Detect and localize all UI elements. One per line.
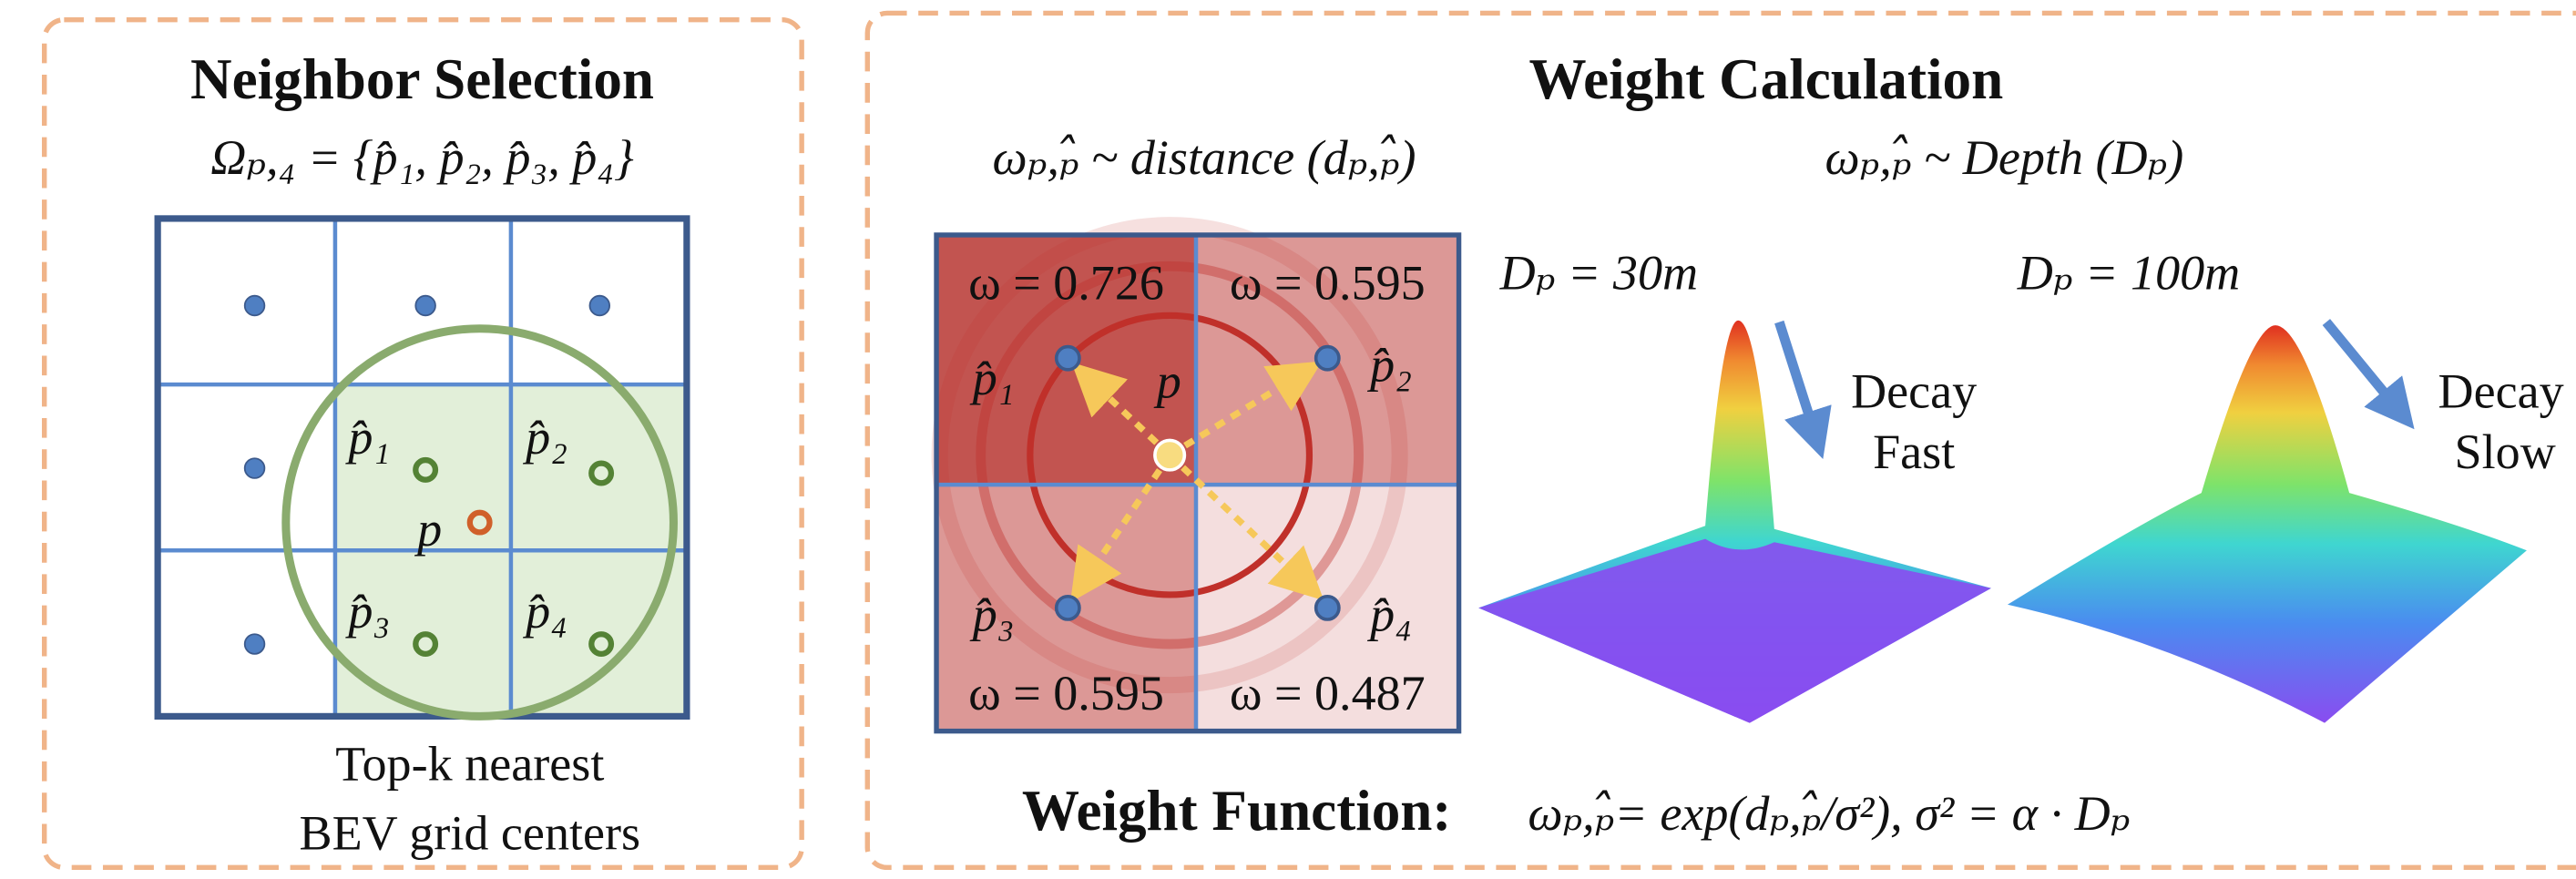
neighbor-centers xyxy=(1316,347,1339,370)
function-label: Weight Function: xyxy=(1022,779,1452,843)
neighbor-centers xyxy=(1057,597,1079,619)
neighbor-centers xyxy=(1316,597,1339,619)
query-point xyxy=(1155,440,1184,469)
panel-title: Neighbor Selection xyxy=(190,47,654,111)
caption: Top-k nearest xyxy=(335,737,604,792)
neighbor-label: p̂₁ xyxy=(969,351,1015,405)
query-label: p xyxy=(1153,354,1181,409)
page: Neighbor Selection Ωₚ,₄ = {p̂₁, p̂₂, p̂₃… xyxy=(0,0,2576,879)
gaussian-base xyxy=(1478,539,1991,723)
grid-centers xyxy=(589,296,609,316)
caption: BEV grid centers xyxy=(300,805,641,860)
decay-arrow xyxy=(1779,322,1816,441)
weight-value: ω = 0.726 xyxy=(968,255,1164,310)
neighbor-label: p̂₄ xyxy=(522,584,567,639)
formula: Ωₚ,₄ = {p̂₁, p̂₂, p̂₃, p̂₄} xyxy=(210,130,634,185)
grid-centers xyxy=(245,634,265,654)
formula: ωₚ,ₚ̂ ~ Depth (Dₚ) xyxy=(1825,130,2183,185)
weight-value: ω = 0.487 xyxy=(1230,666,1426,721)
depth-label: Dₚ = 100m xyxy=(2017,245,2240,300)
depth-label: Dₚ = 30m xyxy=(1499,245,1698,300)
neighbor-label: p̂₂ xyxy=(1366,337,1412,392)
decay-label: Decay xyxy=(2438,363,2564,418)
grid-centers xyxy=(415,296,435,316)
decay-label: Fast xyxy=(1873,424,1955,479)
query-label: p xyxy=(414,502,442,557)
grid-centers xyxy=(245,458,265,478)
weight-value: ω = 0.595 xyxy=(968,666,1164,721)
weight-function: ωₚ,ₚ̂= exp(dₚ,ₚ̂/σ²), σ² = α · Dₚ xyxy=(1528,786,2130,841)
neighbor-label: p̂₂ xyxy=(522,410,567,465)
formula: ωₚ,ₚ̂ ~ distance (dₚ,ₚ̂) xyxy=(993,130,1416,185)
panel-title: Weight Calculation xyxy=(1528,47,2003,111)
decay-label: Decay xyxy=(1851,363,1977,418)
neighbor-label: p̂₃ xyxy=(969,588,1015,642)
decay-label: Slow xyxy=(2455,424,2556,479)
grid-centers xyxy=(245,296,265,316)
weight-value: ω = 0.595 xyxy=(1230,255,1426,310)
diagram: Neighbor Selection Ωₚ,₄ = {p̂₁, p̂₂, p̂₃… xyxy=(0,0,2576,879)
decay-arrow xyxy=(2326,322,2402,414)
neighbor-label: p̂₁ xyxy=(344,410,390,465)
neighbor-label: p̂₄ xyxy=(1366,588,1412,642)
neighbor-label: p̂₃ xyxy=(344,584,390,639)
neighbor-centers xyxy=(1057,347,1079,370)
